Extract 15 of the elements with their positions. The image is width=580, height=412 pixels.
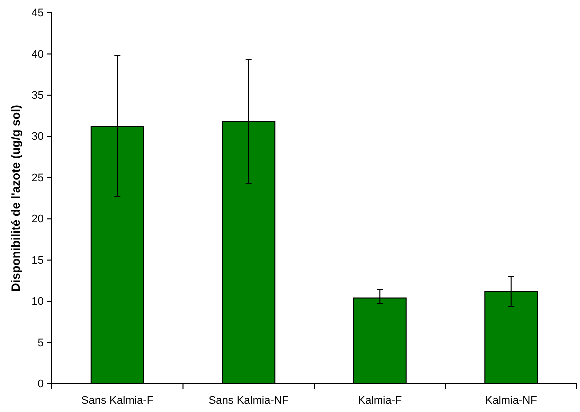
y-tick-label: 10 — [32, 296, 44, 308]
y-tick-label: 15 — [32, 254, 44, 267]
y-tick-label: 0 — [38, 378, 44, 391]
y-tick-label: 20 — [32, 214, 44, 226]
y-tick-label: 40 — [32, 48, 44, 61]
x-tick-label: Sans Kalmia-F — [82, 395, 154, 407]
y-axis-title: Disponibilité de l'azote (ug/g sol) — [9, 105, 23, 292]
y-tick-label: 45 — [32, 8, 44, 20]
x-tick-label: Kalmia-F — [358, 395, 402, 407]
x-tick-label: Sans Kalmia-NF — [208, 395, 290, 407]
y-tick-label: 5 — [38, 337, 44, 350]
x-tick-label: Kalmia-NF — [485, 395, 538, 407]
y-tick-label: 25 — [32, 172, 44, 184]
y-tick-label: 35 — [32, 90, 44, 102]
y-tick-label: 30 — [32, 131, 44, 144]
